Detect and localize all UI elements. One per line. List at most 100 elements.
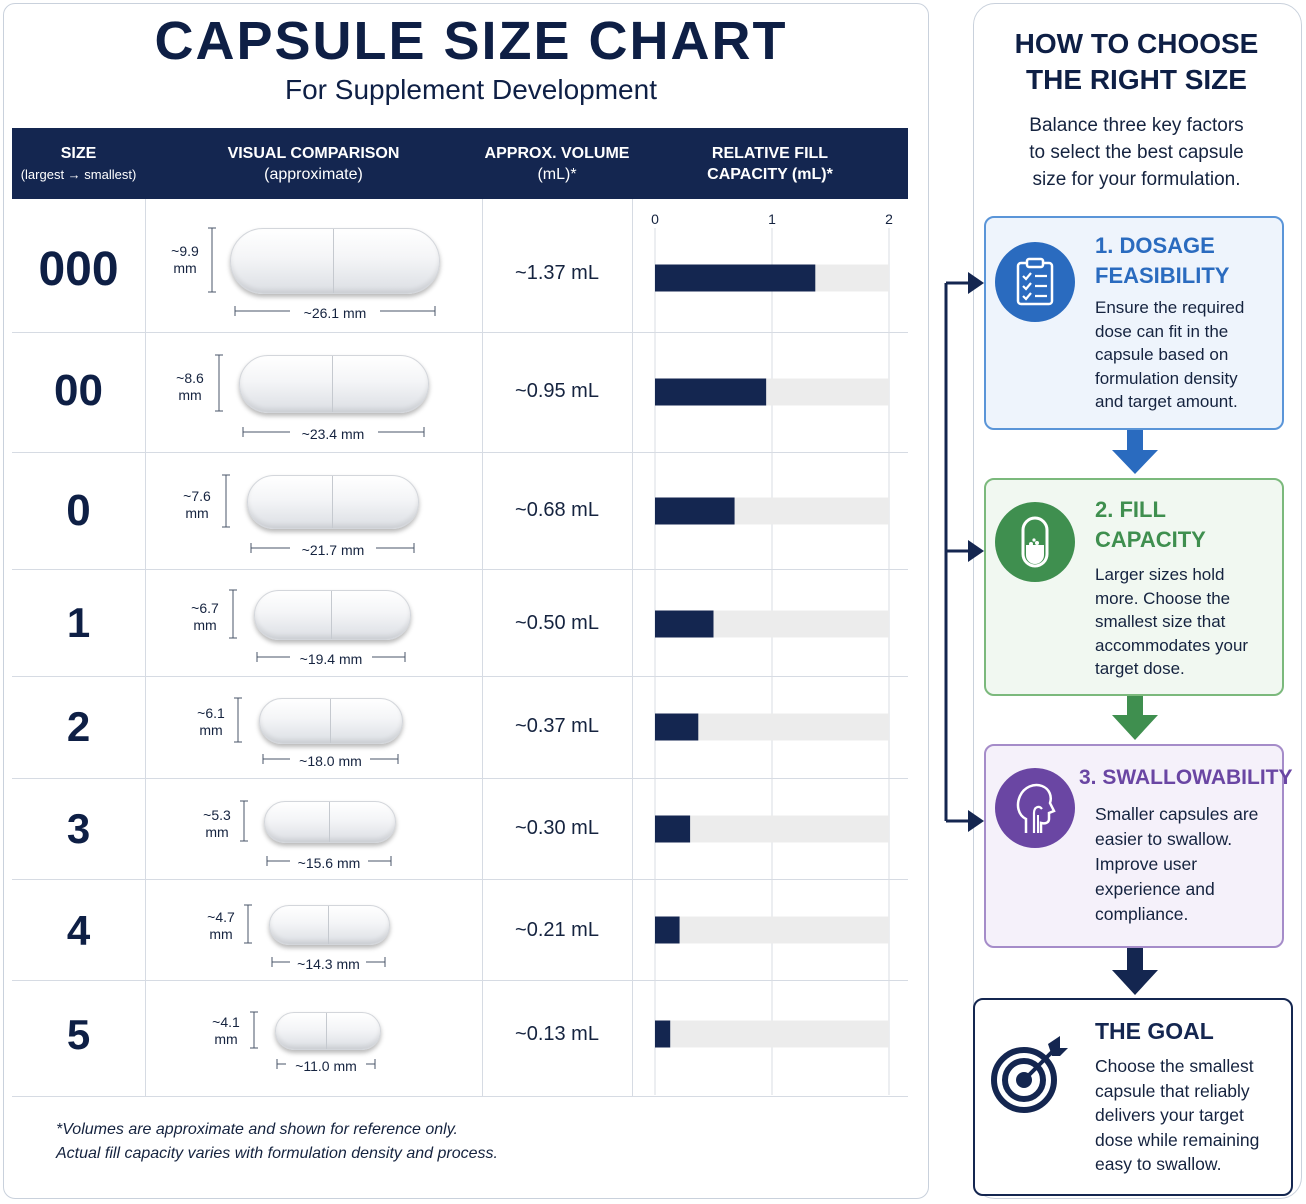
- size-label-000: 000: [38, 243, 119, 296]
- bar-00: [655, 378, 767, 406]
- step-text-line: compliance.: [1095, 904, 1189, 924]
- sidebar-title-line2: THE RIGHT SIZE: [1026, 64, 1247, 95]
- volume-1: ~0.50 mL: [515, 612, 599, 634]
- throat-profile-icon: [995, 768, 1075, 848]
- volume-000: ~1.37 mL: [515, 262, 599, 284]
- diameter-label: ~9.9 mm: [165, 243, 205, 277]
- col-header-volume-line2: (mL)*: [537, 165, 577, 183]
- footnote-line1: *Volumes are approximate and shown for r…: [56, 1121, 458, 1138]
- row-divider: [12, 569, 908, 570]
- diameter-unit: mm: [178, 387, 202, 403]
- capsule-5: [275, 1012, 381, 1050]
- goal-text-line: delivers your target: [1095, 1105, 1244, 1125]
- step-text-line: and target amount.: [1095, 392, 1238, 411]
- step-text-line: smallest size that: [1095, 612, 1226, 631]
- step-title-line2: CAPACITY: [1095, 527, 1206, 552]
- step-title-swallowability: 3. SWALLOWABILITY: [1079, 763, 1293, 793]
- capsule-00: [239, 355, 429, 413]
- bar-5: [655, 1020, 671, 1048]
- x-tick-label: 0: [651, 211, 659, 227]
- size-label-00: 00: [54, 366, 103, 415]
- diameter-value: ~9.9: [171, 243, 199, 259]
- row-divider: [12, 980, 908, 981]
- volume-00: ~0.95 mL: [515, 380, 599, 402]
- sidebar-intro-line3: size for your formulation.: [1032, 169, 1241, 190]
- size-label-3: 3: [66, 805, 91, 852]
- step-text-dosage: Ensure the required dose can fit in the …: [1095, 296, 1244, 414]
- goal-text-line: Choose the smallest: [1095, 1056, 1254, 1076]
- goal-text-line: easy to swallow.: [1095, 1154, 1222, 1174]
- col-header-volume-line1: APPROX. VOLUME: [484, 144, 630, 162]
- goal-text: Choose the smallest capsule that reliabl…: [1095, 1054, 1259, 1177]
- capsule-000: [230, 228, 440, 294]
- diameter-label: ~6.1 mm: [191, 705, 231, 739]
- capsule-1: [254, 590, 411, 640]
- sidebar-title: HOW TO CHOOSE THE RIGHT SIZE: [973, 26, 1300, 98]
- col-header-visual: VISUAL COMPARISON (approximate): [145, 128, 482, 199]
- step-text-fill-capacity: Larger sizes hold more. Choose the small…: [1095, 563, 1248, 681]
- diameter-unit: mm: [185, 505, 209, 521]
- volume-2: ~0.37 mL: [515, 715, 599, 737]
- bar-000: [655, 264, 816, 292]
- diameter-unit: mm: [173, 260, 197, 276]
- step-text-line: formulation density: [1095, 368, 1238, 388]
- sidebar-intro-line1: Balance three key factors: [1029, 115, 1244, 136]
- target-arrow-icon: [990, 1034, 1070, 1114]
- step-title-fill-capacity: 2. FILL CAPACITY: [1095, 495, 1206, 555]
- step-text-line: Larger sizes hold: [1095, 565, 1225, 584]
- x-tick-label: 2: [885, 211, 893, 227]
- row-divider: [12, 452, 908, 453]
- capsule-0: [247, 475, 419, 529]
- col-header-size: SIZE (largest → smallest): [12, 128, 145, 199]
- step-text-line: target dose.: [1095, 659, 1185, 678]
- col-header-visual-label: VISUAL COMPARISON: [227, 144, 400, 162]
- diameter-unit: mm: [205, 824, 229, 840]
- col-header-fill-line1: RELATIVE FILL: [711, 144, 829, 162]
- volume-5: ~0.13 mL: [515, 1023, 599, 1045]
- diameter-label: ~7.6 mm: [177, 488, 217, 522]
- row-divider: [12, 778, 908, 779]
- sidebar-intro: Balance three key factors to select the …: [973, 112, 1300, 193]
- col-header-size-label: SIZE: [60, 144, 97, 162]
- step-text-line: more. Choose the: [1095, 588, 1231, 608]
- size-label-5: 5: [66, 1011, 91, 1058]
- goal-text-line: dose while remaining: [1095, 1129, 1260, 1150]
- x-tick-label: 1: [768, 211, 776, 227]
- table-header: SIZE (largest → smallest) VISUAL COMPARI…: [12, 128, 908, 199]
- bar-0: [655, 497, 735, 525]
- diameter-value: ~6.1: [197, 705, 225, 721]
- col-header-size-sub: (largest → smallest): [20, 166, 137, 182]
- capsule-4: [269, 905, 390, 945]
- table-bottom-border: [12, 1096, 908, 1097]
- diameter-unit: mm: [214, 1031, 238, 1047]
- capsule-2: [259, 698, 403, 744]
- col-header-fill-line2: CAPACITY (mL)*: [707, 165, 833, 183]
- row-divider: [12, 676, 908, 677]
- step-text-line: experience and: [1095, 879, 1215, 899]
- step-text-line: dose can fit in the: [1095, 321, 1229, 341]
- col-header-fill: RELATIVE FILL CAPACITY (mL)*: [632, 128, 908, 199]
- sidebar-title-line1: HOW TO CHOOSE: [1014, 28, 1259, 59]
- size-label-0: 0: [66, 486, 91, 535]
- sidebar-intro-line2: to select the best capsule: [1029, 142, 1244, 163]
- bar-2: [655, 713, 699, 741]
- volume-0: ~0.68 mL: [515, 499, 599, 521]
- goal-text-line: capsule that reliably: [1095, 1080, 1250, 1101]
- step-title-dosage: 1. DOSAGE FEASIBILITY: [1095, 231, 1229, 291]
- col-header-visual-sub: (approximate): [264, 165, 363, 183]
- diameter-unit: mm: [199, 722, 223, 738]
- bar-track: [655, 916, 889, 944]
- capsule-chart-panel: [3, 3, 929, 1199]
- diameter-label: ~5.3 mm: [197, 807, 237, 841]
- diameter-label: ~6.7 mm: [185, 600, 225, 634]
- row-divider: [12, 879, 908, 880]
- diameter-value: ~7.6: [183, 488, 211, 504]
- step-title-line1: 3. SWALLOWABILITY: [1079, 766, 1293, 789]
- step-title-line2: FEASIBILITY: [1095, 263, 1230, 288]
- step-text-line: Improve user: [1095, 854, 1198, 874]
- step-text-swallowability: Smaller capsules are easier to swallow. …: [1095, 802, 1258, 927]
- size-label-1: 1: [66, 599, 91, 646]
- capsule-icon: [995, 502, 1075, 582]
- footnote-line2: Actual fill capacity varies with formula…: [56, 1145, 498, 1162]
